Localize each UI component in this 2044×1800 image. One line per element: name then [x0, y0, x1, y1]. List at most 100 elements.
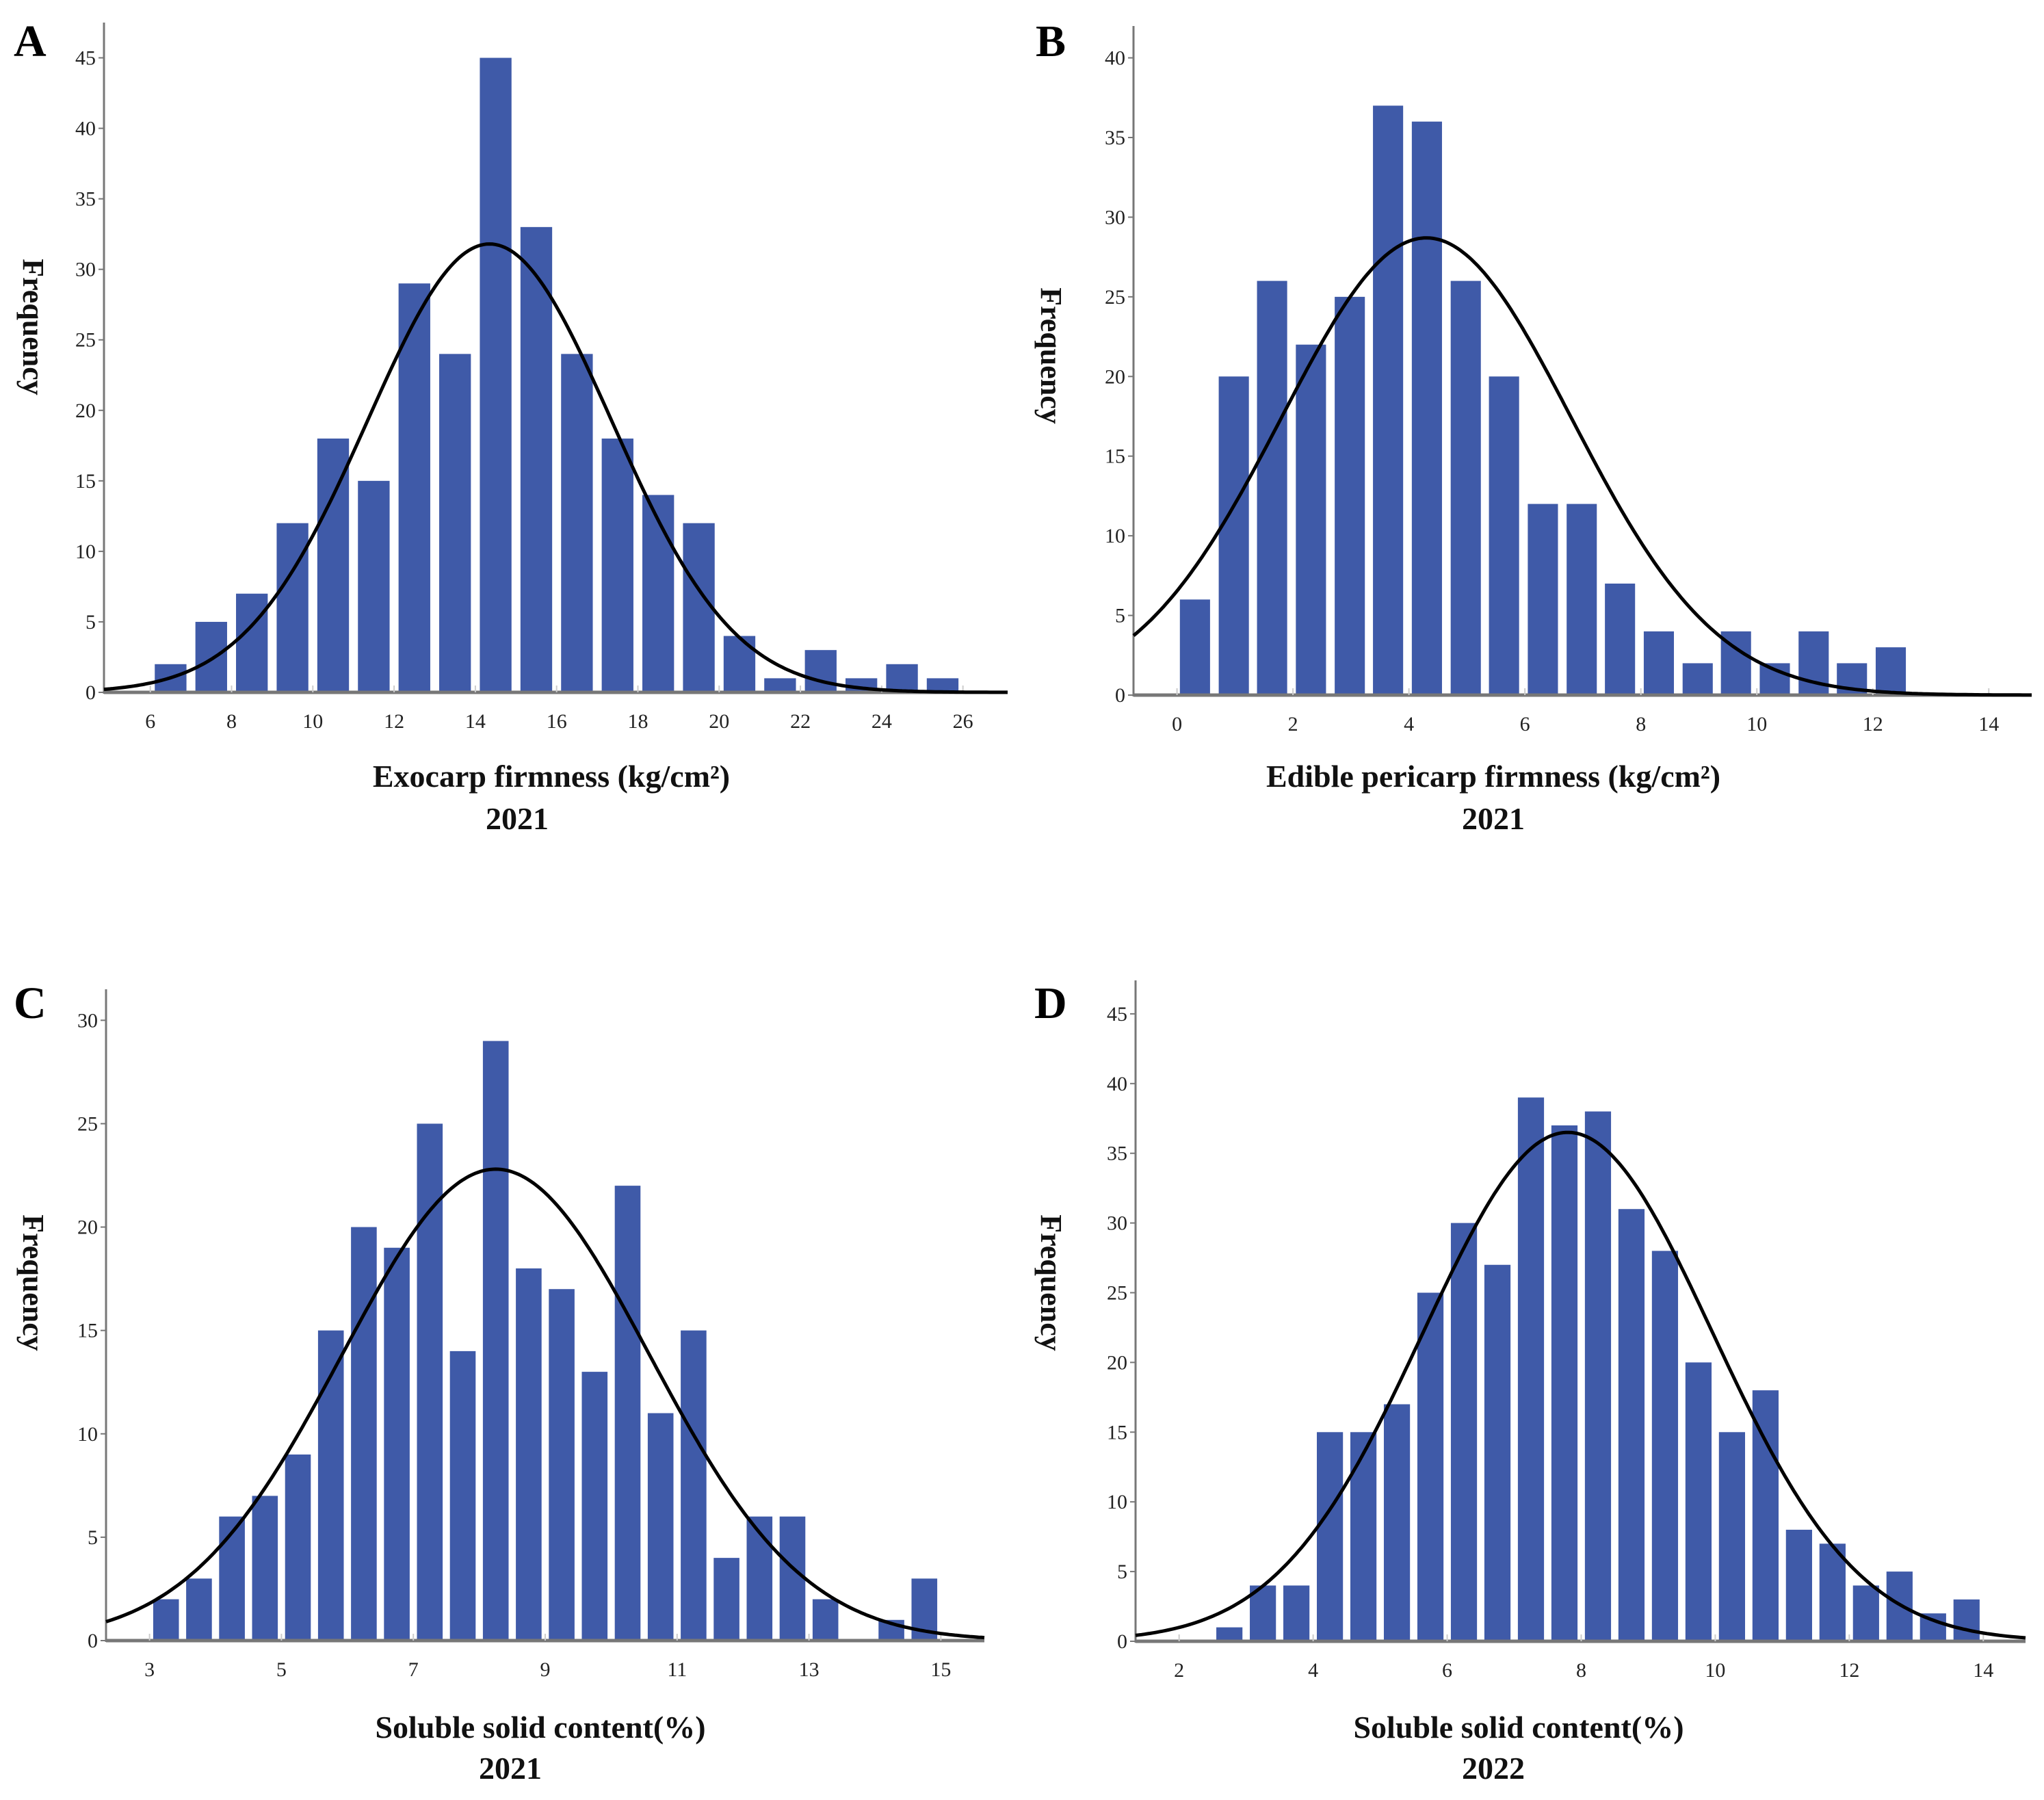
x-tick-label-a: 24: [872, 710, 892, 733]
y-tick-label-d: 20: [1107, 1351, 1127, 1374]
histogram-bar-d: [1484, 1264, 1511, 1641]
histogram-bar-a: [804, 650, 837, 692]
panel-letter-b: B: [1036, 16, 1066, 66]
y-tick-label-b: 15: [1105, 445, 1125, 468]
y-tick-label-b: 40: [1105, 47, 1125, 70]
y-tick-label-b: 35: [1105, 127, 1125, 149]
x-tick-label-a: 12: [384, 710, 404, 733]
histogram-bar-c: [384, 1247, 410, 1641]
x-axis-label-c: Soluble solid content(%): [375, 1710, 705, 1745]
histogram-bar-d: [1317, 1432, 1344, 1641]
histogram-bar-c: [812, 1599, 839, 1641]
normal-curve-d: [1135, 1130, 2026, 1640]
year-label-b: 2021: [1462, 801, 1525, 836]
y-tick-label-d: 45: [1107, 1003, 1127, 1026]
histogram-bar-b: [1257, 281, 1287, 696]
y-tick-label-a: 0: [86, 681, 96, 704]
y-tick-label-d: 15: [1107, 1421, 1127, 1444]
x-tick-label-b: 10: [1746, 713, 1767, 735]
histogram-bar-d: [1283, 1585, 1310, 1641]
histogram-bar-a: [764, 678, 796, 692]
year-label-c: 2021: [479, 1751, 542, 1786]
x-axis-label-b: Edible pericarp firmness (kg/cm²): [1266, 759, 1720, 794]
x-tick-label-c: 13: [799, 1658, 820, 1681]
panel-a: A Frequency Exocarp firmness (kg/cm²) 20…: [14, 16, 1008, 836]
y-tick-label-a: 5: [86, 611, 96, 634]
panel-letter-c: C: [14, 978, 47, 1028]
histogram-bar-b: [1335, 296, 1365, 695]
y-tick-label-a: 40: [75, 118, 96, 140]
histogram-bar-c: [581, 1372, 608, 1641]
x-tick-label-b: 2: [1288, 713, 1298, 735]
histogram-bar-b: [1411, 121, 1442, 695]
histogram-bar-d: [1953, 1599, 1980, 1641]
y-tick-label-a: 20: [75, 400, 96, 422]
x-axis-label-d: Soluble solid content(%): [1353, 1710, 1683, 1745]
x-tick-label-b: 6: [1520, 713, 1530, 735]
panel-c: C Frequency Soluble solid content(%) 202…: [14, 978, 985, 1786]
histogram-bar-b: [1296, 344, 1326, 695]
histogram-bar-c: [549, 1289, 575, 1641]
histogram-bar-b: [1489, 376, 1519, 695]
y-tick-label-b: 20: [1105, 365, 1125, 388]
histogram-bar-d: [1685, 1362, 1712, 1641]
histogram-bar-b: [1179, 599, 1210, 695]
histogram-bar-d: [1383, 1404, 1411, 1641]
histogram-bar-a: [561, 354, 593, 692]
histogram-bar-a: [439, 354, 471, 692]
y-tick-label-d: 5: [1117, 1561, 1127, 1583]
histogram-bar-b: [1450, 281, 1481, 696]
x-tick-label-d: 4: [1308, 1659, 1318, 1682]
y-tick-label-b: 25: [1105, 286, 1125, 309]
plot-area-d: 0 5 10 15 20 25 30 35 40 45 2 4 6 8 10 12 14: [1107, 980, 2026, 1682]
x-tick-label-a: 16: [547, 710, 567, 733]
histogram-bar-d: [1886, 1571, 1913, 1641]
panel-letter-d: D: [1034, 978, 1067, 1028]
panel-d: D Frequency Soluble solid content(%) 202…: [1034, 978, 2026, 1786]
y-tick-label-c: 30: [77, 1009, 98, 1032]
year-label-d: 2022: [1462, 1751, 1525, 1786]
histogram-bar-c: [317, 1330, 344, 1641]
plot-area-a: 0 5 10 15 20 25 30 35 40 45 6 8 10 12 14 16 18 20 22 24 26: [75, 23, 1008, 733]
histogram-bar-d: [1250, 1585, 1276, 1641]
x-tick-label-c: 11: [667, 1658, 687, 1681]
year-label-a: 2021: [486, 801, 549, 836]
y-tick-label-d: 0: [1117, 1630, 1127, 1653]
x-tick-label-b: 14: [1978, 713, 1999, 735]
histogram-bar-c: [351, 1227, 377, 1641]
histogram-bar-a: [723, 636, 756, 692]
y-tick-label-b: 5: [1115, 605, 1125, 627]
histogram-bar-c: [779, 1516, 806, 1641]
x-tick-label-a: 14: [465, 710, 486, 733]
histogram-bar-d: [1450, 1223, 1478, 1641]
histogram-bar-a: [683, 523, 715, 692]
y-tick-label-c: 10: [77, 1423, 98, 1446]
normal-curve-a: [103, 242, 1008, 694]
histogram-bar-c: [186, 1578, 212, 1641]
histogram-bar-d: [1718, 1432, 1746, 1641]
histogram-bar-d: [1517, 1097, 1545, 1641]
x-tick-label-a: 26: [953, 710, 973, 733]
histogram-bar-b: [1643, 631, 1675, 695]
histogram-bar-c: [516, 1268, 542, 1641]
histogram-bar-a: [642, 495, 674, 692]
histogram-bar-b: [1218, 376, 1249, 695]
y-tick-label-d: 25: [1107, 1282, 1127, 1305]
histogram-bar-a: [926, 678, 959, 692]
histogram-bar-a: [358, 480, 390, 692]
histogram-bar-c: [746, 1516, 773, 1641]
histogram-bar-a: [886, 664, 918, 692]
histogram-bar-d: [1752, 1390, 1779, 1641]
histogram-bar-b: [1875, 647, 1907, 695]
histogram-bar-d: [1584, 1111, 1612, 1641]
histogram-bar-c: [482, 1041, 509, 1641]
histogram-bar-d: [1785, 1529, 1812, 1641]
histogram-bar-a: [520, 226, 553, 692]
histogram-bar-a: [398, 283, 430, 692]
y-axis-label-a: Frequency: [16, 259, 50, 395]
plot-area-b: 0 5 10 15 20 25 30 35 40 0 2 4 6 8 10 12 14: [1105, 26, 2032, 735]
histogram-bar-d: [1651, 1251, 1679, 1641]
y-axis-label-c: Frequency: [16, 1214, 50, 1351]
x-tick-label-a: 18: [627, 710, 648, 733]
